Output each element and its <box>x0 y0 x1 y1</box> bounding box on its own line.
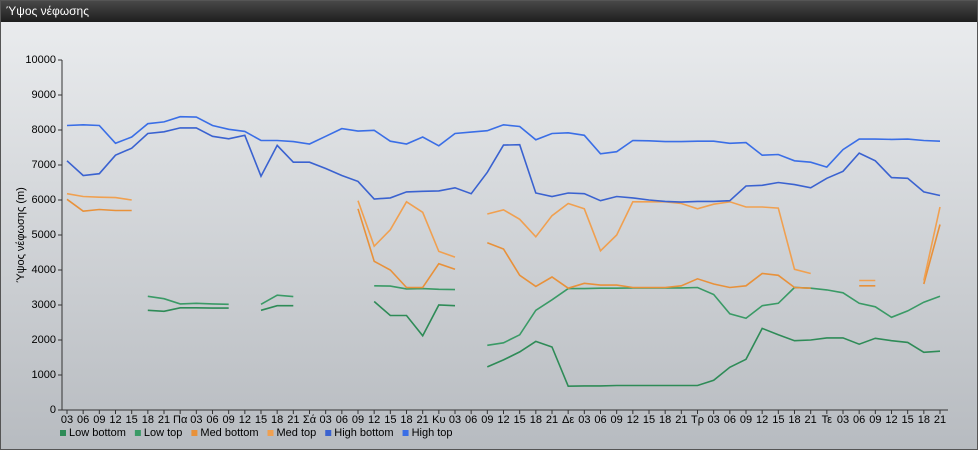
x-tick-label: 06 <box>206 414 218 426</box>
x-tick-label: 09 <box>869 414 881 426</box>
x-tick-label: 09 <box>740 414 752 426</box>
series-line <box>66 198 941 290</box>
x-tick-label: 15 <box>126 414 138 426</box>
legend-label: High bottom <box>334 427 393 439</box>
series-line <box>147 285 941 347</box>
x-tick-label: 21 <box>158 414 170 426</box>
legend-swatch <box>267 430 274 436</box>
x-tick-label: 09 <box>352 414 364 426</box>
legend-swatch <box>191 430 198 436</box>
x-tick-label: 18 <box>142 414 154 426</box>
x-tick-label: 06 <box>465 414 477 426</box>
x-tick-label: 15 <box>514 414 526 426</box>
x-tick-label: 18 <box>530 414 542 426</box>
x-tick-label: 21 <box>417 414 429 426</box>
x-tick-label: 21 <box>934 414 946 426</box>
window-title: Ύψος νέφωσης <box>6 4 89 18</box>
y-tick-label: 7000 <box>32 159 56 171</box>
title-bar <box>0 0 978 22</box>
x-tick-label: 12 <box>368 414 380 426</box>
x-tick-label: Σά <box>303 414 317 426</box>
x-tick-label: 06 <box>336 414 348 426</box>
y-tick-label: 1000 <box>32 369 56 381</box>
x-tick-label: 18 <box>400 414 412 426</box>
x-tick-label: Πα <box>173 414 188 426</box>
x-tick-label: 15 <box>255 414 267 426</box>
x-tick-label: Τρ <box>691 414 704 426</box>
x-tick-label: 09 <box>611 414 623 426</box>
series-line <box>66 127 941 203</box>
legend-swatch <box>134 430 141 436</box>
x-tick-label: 03 <box>837 414 849 426</box>
x-tick-label: 12 <box>627 414 639 426</box>
y-tick-label: 10000 <box>25 54 56 66</box>
x-tick-label: 06 <box>594 414 606 426</box>
legend-label: Med top <box>277 427 317 439</box>
legend-label: High top <box>412 427 453 439</box>
x-tick-label: 21 <box>805 414 817 426</box>
x-tick-label: 18 <box>659 414 671 426</box>
series-line <box>66 115 941 169</box>
series-line <box>147 300 941 388</box>
y-axis-label: Ύψος νέφωσης (m) <box>15 187 27 283</box>
x-tick-label: 15 <box>384 414 396 426</box>
legend-label: Low top <box>144 427 183 439</box>
x-tick-label: 09 <box>93 414 105 426</box>
x-tick-label: 09 <box>223 414 235 426</box>
y-tick-label: 9000 <box>32 89 56 101</box>
x-tick-label: Τε <box>822 414 833 426</box>
y-tick-label: 8000 <box>32 124 56 136</box>
x-tick-label: 18 <box>788 414 800 426</box>
x-tick-label: 03 <box>708 414 720 426</box>
y-tick-label: 2000 <box>32 334 56 346</box>
legend-swatch <box>402 430 409 436</box>
x-tick-label: 12 <box>885 414 897 426</box>
x-tick-label: 15 <box>772 414 784 426</box>
x-tick-label: 21 <box>675 414 687 426</box>
y-tick-label: 6000 <box>32 194 56 206</box>
legend-label: Low bottom <box>69 427 126 439</box>
x-tick-label: Κυ <box>432 414 445 426</box>
x-tick-label: 21 <box>546 414 558 426</box>
y-tick-label: 4000 <box>32 264 56 276</box>
x-tick-label: 12 <box>497 414 509 426</box>
x-tick-label: 12 <box>239 414 251 426</box>
series-line <box>66 192 941 282</box>
x-tick-label: 15 <box>643 414 655 426</box>
legend-swatch <box>60 430 66 436</box>
y-tick-label: 3000 <box>32 299 56 311</box>
x-tick-label: 12 <box>109 414 121 426</box>
x-tick-label: 18 <box>271 414 283 426</box>
x-tick-label: 12 <box>756 414 768 426</box>
x-tick-label: 09 <box>481 414 493 426</box>
x-tick-label: 03 <box>578 414 590 426</box>
x-tick-label: 21 <box>287 414 299 426</box>
x-tick-label: 06 <box>724 414 736 426</box>
x-tick-label: Δε <box>562 414 574 426</box>
x-tick-label: 06 <box>77 414 89 426</box>
x-tick-label: 03 <box>190 414 202 426</box>
legend-label: Med bottom <box>200 427 258 439</box>
y-tick-label: 0 <box>50 404 56 416</box>
x-tick-label: 03 <box>320 414 332 426</box>
legend-swatch <box>325 430 332 436</box>
x-tick-label: 03 <box>449 414 461 426</box>
x-tick-label: 18 <box>918 414 930 426</box>
x-tick-label: 15 <box>902 414 914 426</box>
y-tick-label: 5000 <box>32 229 56 241</box>
x-tick-label: 06 <box>853 414 865 426</box>
x-tick-label: 03 <box>61 414 73 426</box>
